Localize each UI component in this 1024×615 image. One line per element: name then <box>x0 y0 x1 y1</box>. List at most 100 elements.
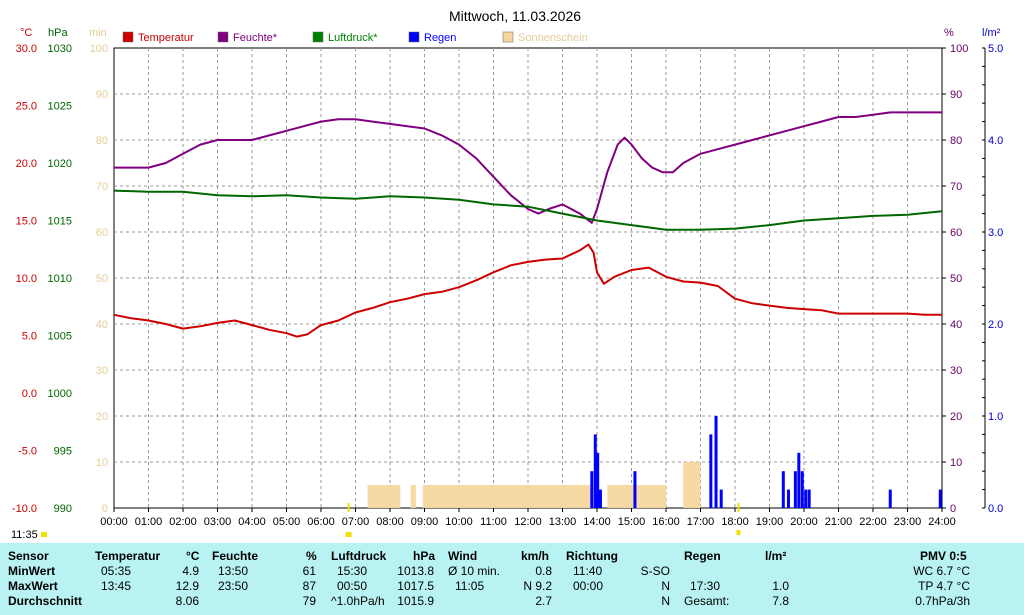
x-tick-label: 02:00 <box>169 516 197 528</box>
x-tick-label: 24:00 <box>928 516 956 528</box>
humidity-tick-label: 60 <box>950 227 962 239</box>
x-tick-label: 04:00 <box>238 516 266 528</box>
humidity-tick-label: 20 <box>950 411 962 423</box>
row-max-wind-value: N 9.2 <box>523 579 552 593</box>
temperature-unit-label: °C <box>20 27 32 39</box>
rain-bar <box>714 416 718 508</box>
x-tick-label: 05:00 <box>273 516 301 528</box>
temperature-tick-label: -5.0 <box>18 446 37 458</box>
legend-swatch <box>122 31 134 43</box>
temperature-tick-label: 15.0 <box>16 216 37 228</box>
x-tick-label: 01:00 <box>135 516 163 528</box>
legend-label: Temperatur <box>138 32 194 44</box>
sunshine-tick-label: 70 <box>96 181 108 193</box>
sunshine-bars <box>367 462 701 508</box>
rain-bar <box>793 471 797 508</box>
row-min-wind-desc: Ø 10 min. <box>448 564 501 578</box>
row-max-rain-time: 17:30 <box>690 579 721 593</box>
humidity-tick-label: 40 <box>950 319 962 331</box>
row-max-extra: TP 4.7 °C <box>918 579 970 593</box>
row-avg-pres-trend: ^1.0hPa/h <box>331 594 385 608</box>
series-lines <box>113 111 943 338</box>
x-tick-label: 09:00 <box>411 516 439 528</box>
rain-bar <box>800 471 804 508</box>
rain-bar <box>596 452 600 508</box>
row-avg-rain-label: Gesamt: <box>684 594 730 608</box>
rain-bar <box>938 489 942 508</box>
header-pmv: PMV 0:5 <box>920 549 967 563</box>
rain-bar <box>593 434 597 508</box>
x-tick-label: 22:00 <box>859 516 887 528</box>
x-tick-label: 10:00 <box>445 516 473 528</box>
rain-bar <box>804 489 808 508</box>
row-min-extra: WC 6.7 °C <box>913 564 970 578</box>
pressure-tick-label: 1005 <box>48 331 72 343</box>
row-min-wind-value: 0.8 <box>535 564 552 578</box>
rain-tick-label: 3.0 <box>988 227 1003 239</box>
x-tick-label: 21:00 <box>825 516 853 528</box>
sunshine-bar <box>367 485 401 508</box>
humidity-tick-label: 90 <box>950 89 962 101</box>
row-avg-hum-value: 79 <box>302 594 316 608</box>
x-tick-label: 20:00 <box>790 516 818 528</box>
row-max-label: MaxWert <box>8 579 58 593</box>
legend-label: Feuchte* <box>233 32 278 44</box>
temperature-tick-label: 25.0 <box>16 101 37 113</box>
pressure-tick-label: 1015 <box>48 216 72 228</box>
left-time-marker <box>41 532 47 537</box>
humidity-tick-label: 70 <box>950 181 962 193</box>
chart-title: Mittwoch, 11.03.2026 <box>449 8 581 24</box>
legend-swatch <box>408 31 420 43</box>
humidity-tick-label: 10 <box>950 457 962 469</box>
row-min-hum-time: 13:50 <box>218 564 249 578</box>
row-avg-wind-value: 2.7 <box>535 594 552 608</box>
rain-bar <box>598 489 602 508</box>
rain-bar <box>633 471 637 508</box>
rain-bar <box>590 471 594 508</box>
sunshine-tick-label: 100 <box>90 43 108 55</box>
humidity-tick-label: 0 <box>950 503 956 515</box>
row-max-hum-value: 87 <box>302 579 316 593</box>
sunshine-tick-label: 0 <box>102 503 108 515</box>
legend-swatch <box>217 31 229 43</box>
row-min-dir-value: S-SO <box>640 564 670 578</box>
header-rain-unit: l/m² <box>765 549 787 563</box>
pressure-tick-label: 995 <box>54 446 72 458</box>
row-min-hum-value: 61 <box>302 564 316 578</box>
weather-chart: 30.025.020.015.010.05.00.0-5.0-10.010301… <box>11 8 1003 541</box>
pressure-tick-label: 1030 <box>48 43 72 55</box>
rain-bar <box>888 489 892 508</box>
row-min-dir-time: 11:40 <box>573 564 603 578</box>
sunshine-unit-label: min <box>89 27 107 39</box>
sunshine-tick-label: 50 <box>96 273 108 285</box>
x-tick-label: 08:00 <box>376 516 404 528</box>
rain-bar <box>709 434 713 508</box>
row-max-temp-time: 13:45 <box>101 579 132 593</box>
sunshine-tick-label: 60 <box>96 227 108 239</box>
sunset-marker <box>736 530 741 535</box>
pressure-tick-label: 1025 <box>48 101 72 113</box>
header-pressure-unit: hPa <box>413 549 436 563</box>
temperature-tick-label: 10.0 <box>16 273 37 285</box>
pressure-tick-label: 1000 <box>48 388 72 400</box>
temperature-tick-label: -10.0 <box>12 503 37 515</box>
header-rain: Regen <box>684 549 721 563</box>
sunshine-tick-label: 10 <box>96 457 108 469</box>
row-min-pres-value: 1013.8 <box>397 564 434 578</box>
row-max-hum-time: 23:50 <box>218 579 249 593</box>
humidity-tick-label: 100 <box>950 43 968 55</box>
pressure-tick-label: 1020 <box>48 158 72 170</box>
row-max-dir-value: N <box>661 579 670 593</box>
series-line-luftdruck <box>113 189 943 231</box>
sunshine-bar <box>607 485 666 508</box>
header-humidity: Feuchte <box>212 549 259 563</box>
row-max-temp-value: 12.9 <box>175 579 199 593</box>
row-max-pres-value: 1017.5 <box>397 579 434 593</box>
pressure-tick-label: 1010 <box>48 273 72 285</box>
row-max-pres-time: 00:50 <box>337 579 368 593</box>
row-max-rain-value: 1.0 <box>772 579 789 593</box>
row-max-dir-time: 00:00 <box>573 579 604 593</box>
sunrise-marker <box>345 532 352 537</box>
row-max-wind-desc: 11:05 <box>455 579 485 593</box>
x-tick-label: 16:00 <box>652 516 680 528</box>
